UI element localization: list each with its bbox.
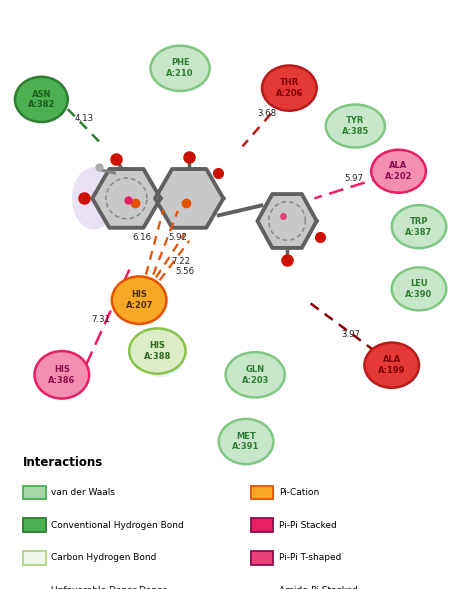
Text: MET
A:391: MET A:391 (232, 432, 260, 451)
Text: 3.68: 3.68 (257, 109, 277, 118)
Ellipse shape (15, 77, 68, 122)
Ellipse shape (151, 46, 210, 91)
Text: ASN
A:382: ASN A:382 (27, 90, 55, 110)
Text: van der Waals: van der Waals (51, 488, 115, 497)
Text: TRP
A:387: TRP A:387 (405, 217, 433, 237)
FancyBboxPatch shape (23, 485, 46, 499)
Text: Conventional Hydrogen Bond: Conventional Hydrogen Bond (51, 521, 184, 530)
Text: 4.13: 4.13 (74, 114, 93, 123)
Text: ALA
A:202: ALA A:202 (385, 161, 412, 181)
Text: Amide-Pi Stacked: Amide-Pi Stacked (279, 586, 358, 589)
Text: Unfavorable Donor-Donor: Unfavorable Donor-Donor (51, 586, 167, 589)
FancyBboxPatch shape (251, 485, 273, 499)
FancyBboxPatch shape (251, 551, 273, 565)
Text: Carbon Hydrogen Bond: Carbon Hydrogen Bond (51, 554, 157, 562)
Text: 5.97: 5.97 (345, 174, 364, 183)
Ellipse shape (371, 150, 426, 193)
FancyBboxPatch shape (251, 518, 273, 532)
Polygon shape (92, 169, 161, 228)
FancyBboxPatch shape (23, 584, 46, 589)
Ellipse shape (392, 205, 447, 248)
Text: 7.31: 7.31 (91, 316, 110, 325)
Ellipse shape (226, 352, 285, 398)
Ellipse shape (219, 419, 273, 464)
Text: GLN
A:203: GLN A:203 (242, 365, 269, 385)
Ellipse shape (262, 65, 317, 111)
Ellipse shape (365, 343, 419, 388)
Ellipse shape (326, 104, 385, 147)
Text: Pi-Cation: Pi-Cation (279, 488, 319, 497)
Polygon shape (155, 169, 223, 228)
Ellipse shape (35, 351, 89, 399)
Ellipse shape (136, 327, 186, 377)
Text: TYR
A:385: TYR A:385 (342, 116, 369, 136)
Text: LEU
A:390: LEU A:390 (405, 279, 433, 299)
Text: Pi-Pi T-shaped: Pi-Pi T-shaped (279, 554, 341, 562)
Ellipse shape (112, 276, 166, 324)
Text: 5.92: 5.92 (169, 233, 188, 243)
FancyBboxPatch shape (23, 518, 46, 532)
Text: 3.97: 3.97 (342, 330, 361, 339)
Text: 5.56: 5.56 (175, 267, 195, 276)
Text: HIS
A:386: HIS A:386 (48, 365, 75, 385)
Polygon shape (257, 194, 317, 248)
Text: Pi-Pi Stacked: Pi-Pi Stacked (279, 521, 337, 530)
Ellipse shape (72, 167, 115, 230)
Text: THR
A:206: THR A:206 (275, 78, 303, 98)
Text: HIS
A:388: HIS A:388 (144, 341, 171, 361)
FancyBboxPatch shape (23, 551, 46, 565)
Ellipse shape (129, 329, 186, 373)
FancyBboxPatch shape (251, 584, 273, 589)
Ellipse shape (392, 267, 447, 310)
Text: HIS
A:207: HIS A:207 (126, 290, 153, 310)
Text: PHE
A:210: PHE A:210 (166, 58, 194, 78)
Text: ALA
A:199: ALA A:199 (378, 355, 405, 375)
Text: Interactions: Interactions (23, 456, 103, 469)
Text: 6.16: 6.16 (132, 233, 152, 243)
Text: 7.22: 7.22 (171, 257, 190, 266)
